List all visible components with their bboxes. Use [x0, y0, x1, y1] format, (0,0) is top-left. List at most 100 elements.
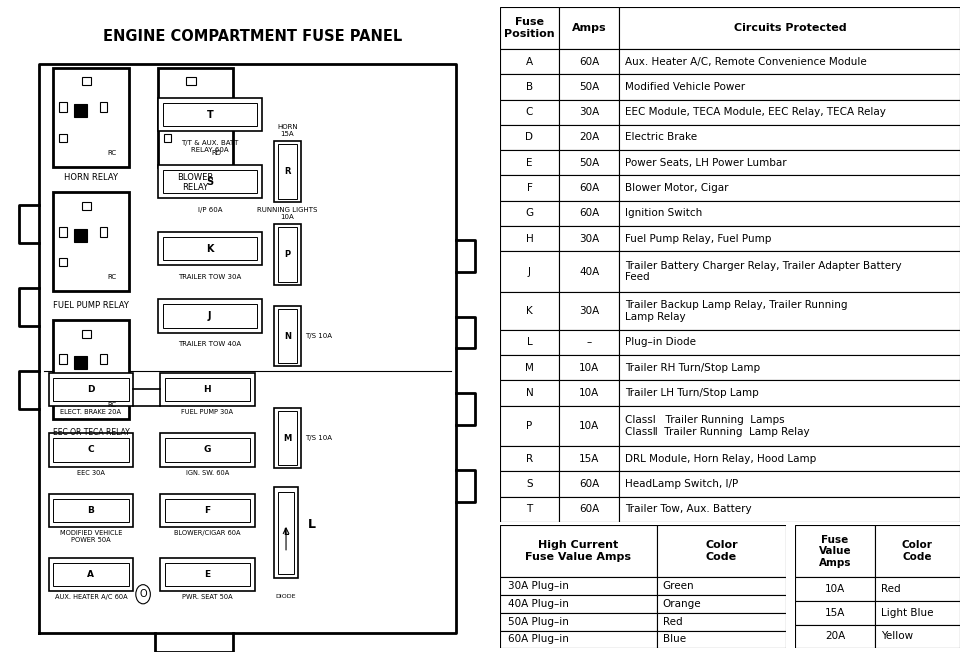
Bar [559, 251, 619, 292]
Bar [618, 292, 959, 330]
Text: RC: RC [108, 150, 116, 156]
Bar [53, 68, 128, 166]
Text: B: B [525, 82, 533, 92]
Bar [499, 330, 559, 355]
Text: BLOWER
RELAY: BLOWER RELAY [177, 173, 213, 192]
Text: TRAILER TOW 40A: TRAILER TOW 40A [178, 340, 241, 347]
Text: S: S [206, 177, 213, 187]
Text: EEC 30A: EEC 30A [77, 469, 105, 475]
Bar [874, 624, 959, 648]
Bar [874, 577, 959, 600]
Text: T: T [206, 110, 213, 120]
Text: E: E [526, 158, 532, 168]
Bar [656, 525, 785, 577]
Bar [499, 355, 559, 380]
Bar [559, 406, 619, 446]
Text: 10A: 10A [578, 362, 599, 372]
Text: RC: RC [108, 402, 116, 408]
Bar [656, 612, 785, 630]
Bar [559, 150, 619, 176]
Bar [874, 525, 959, 577]
Bar [559, 74, 619, 100]
Text: Fuse
Value
Amps: Fuse Value Amps [818, 535, 851, 568]
Text: 10A: 10A [824, 584, 844, 594]
Bar [559, 226, 619, 251]
Text: L: L [526, 337, 532, 347]
Text: Aux. Heater A/C, Remote Convenience Module: Aux. Heater A/C, Remote Convenience Modu… [624, 57, 865, 66]
Bar [278, 227, 297, 281]
Bar [499, 125, 559, 150]
Text: HORN RELAY: HORN RELAY [64, 173, 118, 182]
Bar [186, 77, 196, 85]
Bar [100, 354, 108, 364]
Text: 60A: 60A [578, 504, 599, 514]
Text: E: E [204, 570, 210, 579]
Text: TRAILER TOW 30A: TRAILER TOW 30A [178, 274, 241, 280]
Bar [874, 600, 959, 624]
Text: FUEL PUMP 30A: FUEL PUMP 30A [181, 409, 234, 415]
Text: F: F [526, 183, 532, 193]
Bar [165, 499, 250, 522]
Bar [157, 165, 262, 198]
Bar [618, 330, 959, 355]
Bar [618, 471, 959, 497]
Bar [618, 497, 959, 522]
Bar [499, 612, 656, 630]
Text: PWR. SEAT 50A: PWR. SEAT 50A [182, 595, 233, 600]
Text: DIODE: DIODE [275, 595, 296, 599]
Text: 10A: 10A [578, 421, 599, 431]
Bar [618, 176, 959, 201]
Text: 30A: 30A [578, 107, 599, 117]
Text: A: A [87, 570, 94, 579]
Bar [618, 7, 959, 49]
Text: T/S 10A: T/S 10A [305, 436, 332, 442]
Bar [499, 251, 559, 292]
Bar [499, 630, 656, 648]
Text: 40A: 40A [578, 267, 599, 277]
Bar [618, 380, 959, 406]
Bar [618, 355, 959, 380]
Bar [157, 68, 233, 166]
Bar [59, 134, 67, 142]
Text: Fuel Pump Relay, Fuel Pump: Fuel Pump Relay, Fuel Pump [624, 233, 770, 243]
Text: 20A: 20A [824, 632, 844, 642]
Text: MODIFIED VEHICLE
POWER 50A: MODIFIED VEHICLE POWER 50A [60, 531, 122, 543]
Bar [618, 150, 959, 176]
Bar [499, 7, 559, 49]
Bar [52, 563, 129, 586]
Text: 60A: 60A [578, 183, 599, 193]
Text: HORN
15A: HORN 15A [277, 124, 297, 136]
Bar [499, 201, 559, 226]
Bar [559, 7, 619, 49]
Text: H: H [525, 233, 533, 243]
Text: ENGINE COMPARTMENT FUSE PANEL: ENGINE COMPARTMENT FUSE PANEL [103, 29, 401, 45]
Text: FUEL PUMP RELAY: FUEL PUMP RELAY [53, 301, 129, 310]
Bar [165, 378, 250, 401]
Text: RD: RD [211, 150, 221, 156]
Text: G: G [525, 208, 533, 218]
Text: RC: RC [108, 274, 116, 280]
Text: Electric Brake: Electric Brake [624, 132, 697, 142]
Bar [163, 170, 257, 194]
Text: Light Blue: Light Blue [880, 608, 933, 618]
Bar [273, 224, 300, 285]
Text: Green: Green [662, 581, 694, 591]
Text: O: O [140, 589, 146, 599]
Bar [618, 446, 959, 471]
Bar [559, 176, 619, 201]
Text: DRL Module, Horn Relay, Hood Lamp: DRL Module, Horn Relay, Hood Lamp [624, 454, 815, 464]
Text: P: P [526, 421, 532, 431]
Bar [656, 630, 785, 648]
Bar [273, 408, 300, 468]
Text: N: N [525, 388, 533, 398]
Text: EEC Module, TECA Module, EEC Relay, TECA Relay: EEC Module, TECA Module, EEC Relay, TECA… [624, 107, 885, 117]
Text: –: – [586, 337, 591, 347]
Text: Amps: Amps [572, 23, 606, 33]
Bar [559, 355, 619, 380]
Bar [795, 600, 874, 624]
Bar [48, 494, 134, 527]
Bar [160, 372, 254, 406]
Bar [795, 624, 874, 648]
Text: ELECT. BRAKE 20A: ELECT. BRAKE 20A [60, 409, 121, 415]
Bar [160, 494, 254, 527]
